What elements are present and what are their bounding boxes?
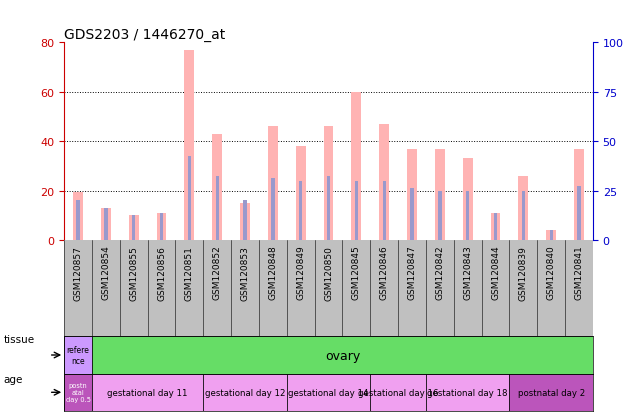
Text: GSM120848: GSM120848: [269, 245, 278, 300]
Bar: [435, 149, 445, 240]
Bar: [426, 374, 510, 411]
Text: age: age: [3, 374, 22, 384]
Bar: [351, 93, 362, 240]
Text: GSM120845: GSM120845: [352, 245, 361, 300]
Bar: [188, 157, 191, 240]
Text: GSM120853: GSM120853: [240, 245, 249, 300]
Text: postnatal day 2: postnatal day 2: [517, 388, 585, 397]
Bar: [129, 216, 138, 240]
Bar: [104, 208, 108, 240]
Bar: [244, 201, 247, 240]
Bar: [296, 147, 306, 240]
Text: postn
atal
day 0.5: postn atal day 0.5: [65, 382, 90, 402]
Bar: [92, 374, 203, 411]
Bar: [519, 176, 528, 240]
Bar: [268, 127, 278, 240]
Text: GSM120844: GSM120844: [491, 245, 500, 299]
Bar: [494, 213, 497, 240]
Text: ovary: ovary: [325, 349, 360, 362]
Text: GSM120842: GSM120842: [435, 245, 444, 299]
Bar: [407, 149, 417, 240]
Bar: [271, 179, 274, 240]
Bar: [160, 213, 163, 240]
Text: gestational day 18: gestational day 18: [428, 388, 508, 397]
Bar: [383, 181, 386, 240]
Bar: [578, 186, 581, 240]
Bar: [287, 374, 370, 411]
Bar: [299, 181, 303, 240]
Text: GSM120854: GSM120854: [101, 245, 110, 300]
Bar: [510, 374, 593, 411]
Bar: [203, 374, 287, 411]
Bar: [240, 203, 250, 240]
Bar: [522, 191, 525, 240]
Text: count: count: [75, 412, 103, 413]
Text: gestational day 16: gestational day 16: [358, 388, 438, 397]
Bar: [327, 176, 330, 240]
Bar: [73, 192, 83, 240]
Bar: [370, 374, 426, 411]
Text: GSM120847: GSM120847: [408, 245, 417, 300]
Bar: [132, 216, 135, 240]
Bar: [212, 135, 222, 240]
Bar: [546, 230, 556, 240]
Text: tissue: tissue: [3, 335, 35, 344]
Text: GSM120849: GSM120849: [296, 245, 305, 300]
Bar: [101, 208, 111, 240]
Bar: [215, 176, 219, 240]
Bar: [64, 337, 92, 374]
Bar: [463, 159, 472, 240]
Bar: [490, 213, 501, 240]
Bar: [574, 149, 584, 240]
Text: gestational day 14: gestational day 14: [288, 388, 369, 397]
Text: refere
nce: refere nce: [67, 345, 90, 365]
Bar: [438, 191, 442, 240]
Bar: [156, 213, 167, 240]
Bar: [76, 201, 79, 240]
Text: GSM120852: GSM120852: [213, 245, 222, 300]
Bar: [185, 51, 194, 240]
Bar: [64, 374, 92, 411]
Text: GSM120857: GSM120857: [74, 245, 83, 300]
Text: GSM120843: GSM120843: [463, 245, 472, 300]
Text: gestational day 11: gestational day 11: [107, 388, 188, 397]
Text: GSM120856: GSM120856: [157, 245, 166, 300]
Bar: [354, 181, 358, 240]
Bar: [549, 230, 553, 240]
Text: gestational day 12: gestational day 12: [204, 388, 285, 397]
Text: GSM120851: GSM120851: [185, 245, 194, 300]
Bar: [466, 191, 469, 240]
Text: GSM120841: GSM120841: [574, 245, 583, 300]
Text: GSM120839: GSM120839: [519, 245, 528, 300]
Bar: [410, 189, 413, 240]
Text: GSM120855: GSM120855: [129, 245, 138, 300]
Text: GSM120846: GSM120846: [379, 245, 388, 300]
Text: GDS2203 / 1446270_at: GDS2203 / 1446270_at: [64, 28, 226, 43]
Text: GSM120840: GSM120840: [547, 245, 556, 300]
Bar: [379, 125, 389, 240]
Bar: [324, 127, 333, 240]
Text: GSM120850: GSM120850: [324, 245, 333, 300]
